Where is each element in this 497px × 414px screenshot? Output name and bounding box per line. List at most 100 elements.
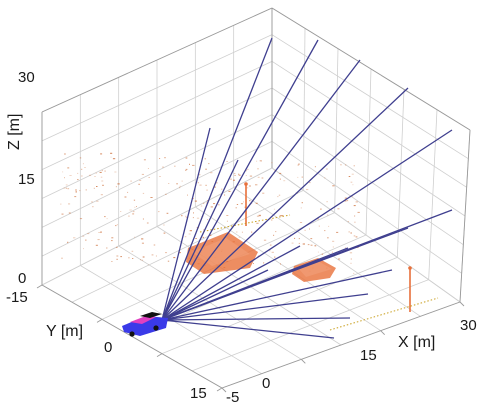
cloud-point (273, 208, 276, 210)
grid-line (271, 87, 466, 217)
cloud-point (326, 214, 329, 216)
cloud-point (134, 206, 136, 208)
cloud-point (141, 173, 144, 175)
cloud-point (238, 173, 240, 175)
cloud-point (346, 200, 349, 202)
cloud-point (83, 248, 84, 250)
cloud-point (85, 239, 87, 241)
x-tick-label: 0 (262, 375, 270, 392)
cloud-point (133, 199, 136, 201)
cloud-point (142, 218, 144, 220)
cloud-point (193, 212, 194, 214)
cloud-point (350, 262, 352, 264)
z-tick-label: 15 (18, 171, 35, 188)
axis-edge (221, 301, 461, 389)
cloud-point (79, 190, 81, 192)
cloud-point (353, 165, 355, 167)
cloud-point (256, 160, 258, 162)
cloud-point (173, 257, 176, 259)
cloud-point (207, 219, 209, 220)
cloud-point (143, 159, 146, 161)
cloud-point (210, 172, 213, 174)
cloud-point (92, 206, 94, 208)
cloud-point (82, 235, 85, 237)
cloud-point (253, 263, 254, 264)
cloud-point (104, 216, 106, 218)
cloud-point (116, 255, 119, 257)
pole-top (408, 266, 412, 270)
cloud-point (352, 184, 354, 186)
cloud-point (61, 257, 63, 259)
cloud-point (95, 244, 98, 246)
cloud-point (101, 170, 103, 172)
cloud-point (132, 211, 135, 213)
grid-line (271, 114, 464, 245)
cloud-point (132, 258, 134, 259)
cloud-point (299, 222, 303, 223)
cloud-point (93, 187, 95, 189)
cloud-point (87, 233, 90, 235)
cloud-point (205, 184, 207, 186)
cloud-point (300, 207, 302, 209)
cloud-point (350, 258, 352, 260)
sensor-rays (161, 37, 453, 339)
cloud-point (353, 235, 356, 237)
cloud-point (245, 175, 247, 176)
cloud-point (189, 163, 190, 165)
sensor-ray (161, 129, 453, 321)
tick-mark (221, 387, 227, 393)
tick-mark (96, 318, 103, 323)
tick-mark (301, 359, 306, 364)
cloud-point (73, 237, 76, 239)
cloud-point (310, 244, 313, 246)
cloud-point (120, 256, 122, 258)
sensor-ray (161, 37, 273, 321)
cloud-point (69, 175, 72, 176)
cloud-point (185, 168, 188, 170)
cloud-point (238, 174, 241, 176)
cloud-point (168, 183, 170, 184)
cloud-point (188, 233, 191, 235)
cloud-point (67, 188, 70, 190)
cloud-point (106, 218, 108, 220)
cloud-point (148, 264, 150, 266)
cloud-point (185, 215, 187, 217)
cloud-point (325, 168, 328, 170)
cloud-point (195, 238, 197, 239)
cloud-point (134, 236, 136, 238)
cloud-point (297, 164, 300, 166)
cloud-point (179, 185, 182, 187)
cloud-point (235, 231, 238, 233)
cloud-point (348, 176, 351, 177)
cloud-point (275, 231, 277, 233)
cloud-point (142, 256, 145, 258)
sensor-ray (161, 159, 239, 321)
cloud-point (67, 241, 69, 243)
cloud-point (139, 180, 142, 181)
cloud-point (166, 212, 169, 214)
tick-mark (216, 387, 223, 392)
cloud-point (353, 205, 356, 207)
cloud-point (259, 215, 261, 217)
cloud-point (153, 244, 156, 246)
cloud-point (203, 229, 205, 231)
x-tick-label: 15 (360, 347, 377, 364)
cloud-point (345, 247, 347, 249)
cloud-point (196, 217, 200, 219)
cloud-point (221, 188, 223, 190)
tick-mark (380, 330, 385, 335)
cloud-point (167, 260, 170, 262)
cloud-point (205, 168, 207, 170)
vehicle-wheel (129, 331, 135, 337)
cloud-point (112, 158, 116, 160)
sensor-ray (161, 59, 361, 321)
cloud-point (204, 158, 206, 160)
cloud-point (185, 216, 188, 218)
cloud-point (110, 152, 113, 154)
scene-objects (186, 182, 439, 331)
cloud-point (130, 180, 132, 182)
cloud-point (65, 187, 67, 189)
cloud-point (326, 201, 328, 203)
cloud-point (199, 184, 202, 186)
ground-trace (199, 214, 291, 233)
